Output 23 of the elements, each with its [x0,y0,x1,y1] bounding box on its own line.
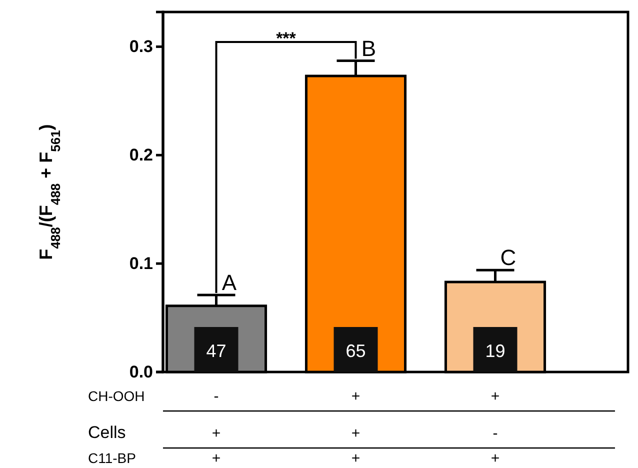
annotation: C [500,245,516,270]
annotation: *** [276,29,296,48]
y-tick-label: 0.1 [129,254,153,274]
text: + [351,450,360,467]
text: + [351,388,360,405]
text: + [212,425,221,442]
text: CH-OOH [88,388,145,404]
text: + [490,450,500,467]
y-tick-label: 0.2 [129,146,153,165]
text: + [351,425,360,442]
text: - [492,425,498,442]
annotation: 47 [206,341,226,361]
y-tick-label: 0.3 [129,37,153,56]
text: C11-BP [88,450,136,466]
text: Cells [88,423,126,442]
annotation: 19 [485,341,506,361]
text: + [490,388,500,405]
y-tick-label: 0.0 [129,362,153,382]
text: + [212,450,221,467]
annotation: 65 [346,341,366,361]
text: - [214,388,219,405]
annotation: B [361,36,376,61]
annotation: A [222,270,237,296]
